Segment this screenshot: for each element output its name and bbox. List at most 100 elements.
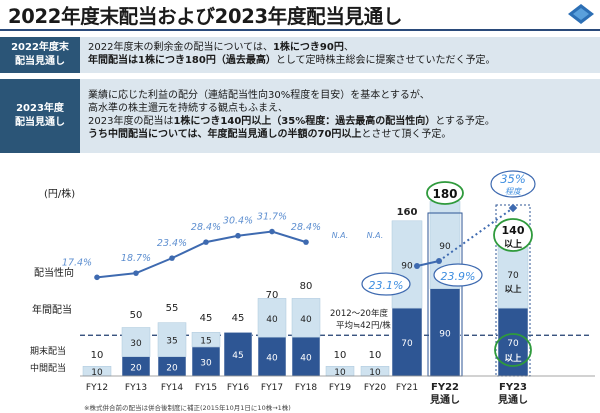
x-tick-FY21: FY21 — [396, 383, 418, 393]
x-tick-FY17: FY17 — [261, 383, 283, 393]
payout-label-FY22: 23.9% — [441, 270, 476, 283]
section-2022-line2b: として定時株主総会に提案させていただく予定。 — [275, 55, 496, 66]
annual-total-FY20: 10 — [369, 350, 382, 361]
bar-interim-label-FY16: 45 — [232, 351, 243, 361]
fy23-annual-highlight — [493, 218, 533, 252]
section-2023-label-line2: 配当見通し — [15, 117, 65, 128]
chart-footnote: ※株式併合前の配当は併合後制度に補正(2015年10月1日に10株→1株) — [84, 403, 291, 412]
section-2022-text: 2022年度末の剰余金の配当については、1株につき90円、 年間配当は1株につき… — [88, 41, 496, 67]
payout-line-fy22-fy23 — [438, 207, 514, 262]
bar-interim-label-FY17: 40 — [266, 354, 278, 364]
fy23-interim-highlight — [494, 333, 532, 367]
bar-yearend-label-FY20: 10 — [369, 368, 381, 378]
annual-total-FY22: 180 — [432, 187, 457, 201]
x-tick-sub-FY22: 見通し — [429, 394, 460, 406]
section-2023-label: 2023年度 配当見通し — [0, 79, 80, 153]
annual-total-FY23: 140 — [502, 224, 525, 237]
payout-point-FY14 — [169, 255, 175, 261]
annual-total-FY16: 45 — [232, 313, 245, 324]
annual-total-FY18: 80 — [300, 281, 313, 292]
section-2022-label-line2: 配当見通し — [15, 56, 65, 67]
payout-label-FY18: 28.4% — [291, 222, 321, 233]
bar-yearend-label-FY18: 40 — [300, 315, 312, 325]
x-tick-FY19: FY19 — [329, 383, 351, 393]
unit-label: (円/株) — [44, 187, 75, 200]
bar-interim-label-FY22: 90 — [439, 329, 451, 339]
average-note-line2: 平均≒42円/株 — [336, 320, 391, 331]
row-label-payout: 配当性向 — [34, 266, 74, 279]
bar-yearend-FY13 — [121, 327, 151, 357]
payout-point-FY12 — [94, 274, 100, 281]
payout-point-FY18 — [303, 239, 309, 245]
annual-total-FY17: 70 — [266, 290, 279, 301]
section-2022-line2a: 年間配当は1株につき180円（過去最高） — [88, 55, 276, 66]
row-label-annual: 年間配当 — [32, 303, 72, 316]
section-2023-line3b: 1株につき140円以上（35%程度：過去最高の配当性向） — [173, 116, 436, 127]
payout-label-FY23: 35% — [500, 172, 526, 186]
bar-yearend-FY17 — [257, 298, 287, 338]
payout-point-FY15 — [203, 239, 209, 245]
annual-total-FY15: 45 — [200, 313, 213, 324]
payout-label-FY16: 30.4% — [223, 216, 253, 227]
row-label-interim: 中間配当 — [30, 362, 66, 374]
section-2023-dividend: 2023年度 配当見通し 業績に応じた利益の配分（連結配当性向30%程度を目安）… — [0, 79, 600, 153]
bar-interim-label-FY13: 20 — [130, 363, 142, 373]
section-2022-dividend: 2022年度末 配当見通し 2022年度末の剰余金の配当については、1株につき9… — [0, 37, 600, 73]
payout-label-FY20: N.A. — [367, 231, 384, 240]
payout-label-FY17: 31.7% — [257, 212, 287, 223]
bar-yearend-label-FY17: 40 — [266, 315, 278, 325]
section-2023-line3a: 2023年度の配当は — [88, 116, 174, 127]
fy23-yearend-suffix: 以上 — [504, 284, 522, 295]
bar-yearend-label-FY14: 35 — [166, 337, 177, 347]
bar-yearend-label-FY13: 30 — [130, 339, 142, 349]
bar-yearend-label-FY23: 70 — [507, 271, 519, 281]
section-2023-line4a: うち中間配当については、年度配当見通しの半額の70円以上 — [88, 129, 362, 140]
payout-label-FY19: N.A. — [332, 231, 349, 240]
section-2023-line3c: とする予定。 — [435, 116, 495, 127]
bar-yearend-FY18 — [291, 298, 321, 338]
x-tick-FY16: FY16 — [227, 383, 249, 393]
payout-label-FY14: 23.4% — [157, 238, 187, 249]
bar-interim-FY22 — [429, 288, 461, 377]
bar-interim-FY21 — [391, 307, 423, 377]
payout-point-FY21 — [414, 263, 420, 269]
bar-interim-label-FY14: 20 — [166, 363, 178, 373]
payout-sub-FY23: 程度 — [505, 187, 523, 196]
section-2022-line1b: 1株につき90円 — [272, 42, 344, 53]
annual-total-FY14: 55 — [166, 303, 179, 314]
bar-yearend-label-FY15: 15 — [200, 337, 211, 347]
row-label-yearend: 期末配当 — [30, 345, 66, 357]
x-tick-sub-FY23: 見通し — [497, 394, 528, 406]
fy22-annual-highlight — [426, 181, 464, 205]
section-2023-line4b: とさせて頂く予定。 — [361, 129, 452, 140]
annual-total-FY12: 10 — [91, 350, 104, 361]
bar-interim-label-FY23: 70 — [507, 339, 519, 349]
annual-total-FY19: 10 — [334, 350, 347, 361]
average-note-line1: 2012～20年度 — [330, 308, 388, 319]
x-tick-FY14: FY14 — [161, 383, 183, 393]
x-tick-FY13: FY13 — [125, 383, 147, 393]
section-2022-label-line1: 2022年度末 — [11, 42, 69, 53]
section-2023-label-line1: 2023年度 — [16, 103, 64, 114]
fy23-interim-suffix: 以上 — [504, 353, 522, 364]
bar-interim-label-FY15: 30 — [200, 358, 212, 368]
bar-yearend-label-FY12: 10 — [91, 368, 103, 378]
x-tick-FY22: FY22 — [431, 382, 459, 393]
bar-yearend-FY15 — [191, 332, 221, 348]
x-tick-FY15: FY15 — [195, 383, 217, 393]
bar-yearend-label-FY21: 90 — [401, 261, 413, 271]
bar-interim-label-FY21: 70 — [401, 339, 413, 349]
x-tick-FY12: FY12 — [86, 383, 108, 393]
bar-interim-label-FY18: 40 — [300, 354, 312, 364]
section-2022-label: 2022年度末 配当見通し — [0, 37, 80, 73]
x-tick-FY20: FY20 — [364, 383, 386, 393]
payout-fy23-bubble — [490, 170, 536, 198]
payout-fy22-bubble — [433, 263, 483, 287]
payout-point-FY17 — [269, 228, 275, 235]
bar-interim-FY18 — [291, 336, 321, 377]
section-2022-line1a: 2022年度末の剰余金の配当については、 — [88, 42, 273, 53]
x-tick-FY18: FY18 — [295, 383, 317, 393]
payout-point-FY22 — [436, 258, 442, 264]
section-2023-line2: 高水準の株主還元を持続する観点もふまえ、 — [88, 103, 288, 114]
